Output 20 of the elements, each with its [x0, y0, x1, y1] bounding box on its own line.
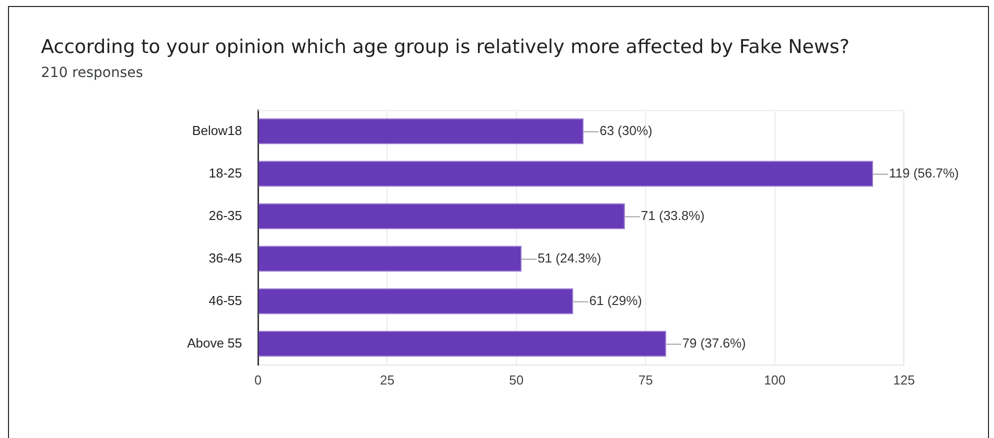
data-label: 71 (33.8%) — [640, 208, 705, 223]
x-tick-label: 125 — [893, 372, 915, 388]
data-label: 119 (56.7%) — [888, 165, 959, 180]
x-tick-label: 25 — [380, 372, 394, 388]
y-tick-label: Above 55 — [187, 335, 242, 350]
y-tick-label: 26-35 — [208, 208, 242, 223]
x-tick-label: 100 — [764, 372, 786, 388]
x-tick-label: 50 — [509, 372, 524, 388]
data-label: 79 (37.6%) — [682, 335, 746, 350]
y-tick-label: Below18 — [192, 122, 242, 138]
x-tick-label: 75 — [638, 372, 653, 388]
y-tick-label: 18-25 — [208, 165, 242, 180]
text: 210 responses — [41, 65, 144, 82]
data-label: 51 (24.3%) — [538, 250, 602, 266]
y-tick-label: 46-55 — [208, 292, 242, 308]
chart-title: According to your opinion which age group is relatively more affected by Fake News? — [41, 36, 850, 59]
x-tick-label: 0 — [254, 372, 262, 388]
data-label: 61 (29%) — [589, 292, 642, 308]
data-label: 63 (30%) — [600, 122, 652, 138]
y-tick-label: 36-45 — [208, 250, 242, 266]
